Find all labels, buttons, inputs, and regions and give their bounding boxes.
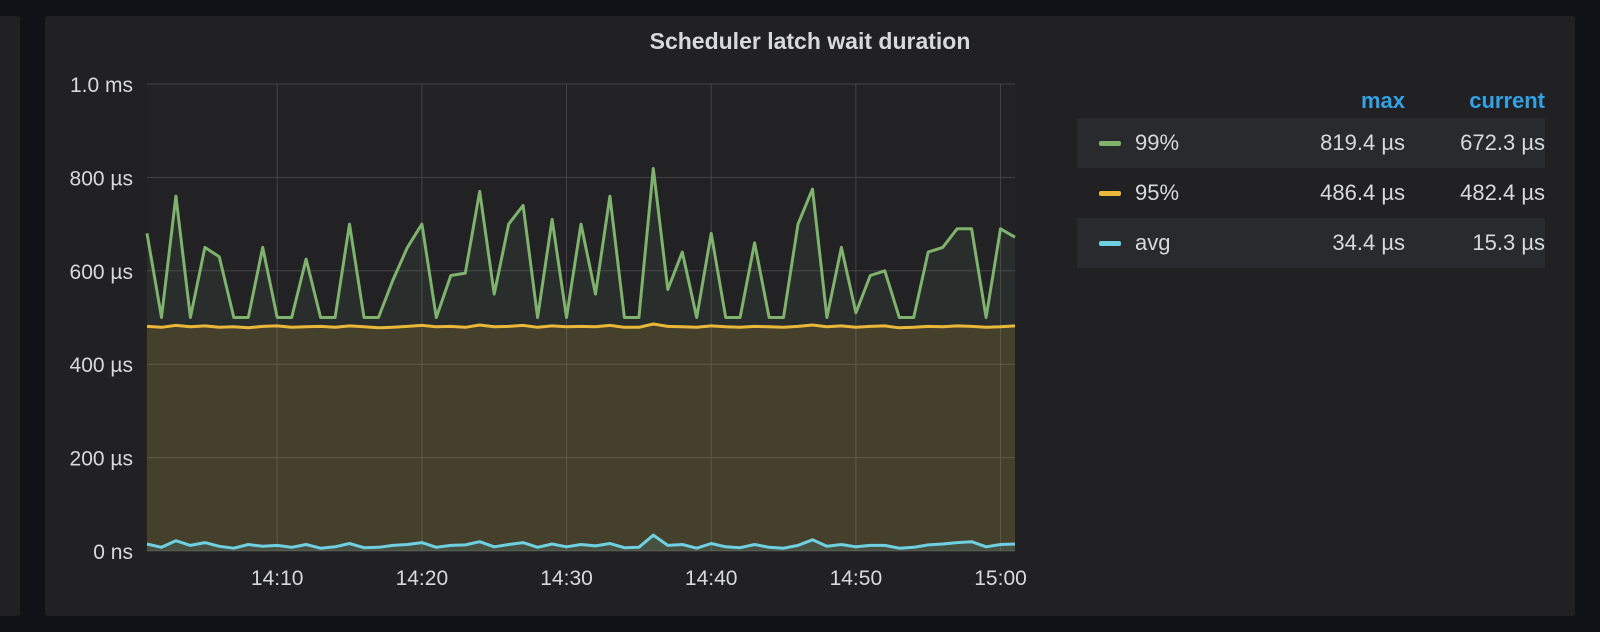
series-area-0 <box>147 168 1015 551</box>
series-line-avg <box>146 533 1016 550</box>
series-area-2 <box>147 535 1015 551</box>
legend-current-value: 15.3 µs <box>1472 230 1545 255</box>
legend-series-name[interactable]: 95% <box>1135 180 1180 205</box>
legend-row-p99[interactable]: 99% 819.4 µs 672.3 µs <box>1077 118 1545 168</box>
chart-svg: 0 ns 200 µs 400 µs 600 µs 800 µs 1.0 ms 14:10 1… <box>70 74 1027 590</box>
legend-swatch-p95[interactable] <box>1099 190 1121 196</box>
adjacent-panel-edge <box>0 16 20 616</box>
x-tick-label: 14:30 <box>540 567 593 590</box>
series-area-1 <box>147 324 1015 551</box>
legend-table: max current 99% 819.4 µs 672.3 µs 95% 48… <box>1077 84 1545 268</box>
legend-max-value: 486.4 µs <box>1320 180 1405 205</box>
series-line-99pct <box>145 167 1016 319</box>
y-tick-label: 200 µs <box>70 448 133 471</box>
legend-max-value: 34.4 µs <box>1332 230 1405 255</box>
x-tick-label: 14:50 <box>830 567 883 590</box>
x-tick-label: 15:00 <box>974 567 1027 590</box>
series-line-95pct <box>146 322 1016 330</box>
legend-header-current[interactable]: current <box>1469 88 1545 113</box>
y-tick-label: 600 µs <box>70 261 133 284</box>
legend-swatch-avg[interactable] <box>1099 240 1121 246</box>
legend-swatch-p99[interactable] <box>1099 140 1121 146</box>
y-tick-label: 1.0 ms <box>70 74 133 97</box>
y-tick-label: 400 µs <box>70 354 133 377</box>
x-tick-label: 14:20 <box>396 567 449 590</box>
legend-max-value: 819.4 µs <box>1320 130 1405 155</box>
legend-row-avg[interactable]: avg 34.4 µs 15.3 µs <box>1077 218 1545 268</box>
x-tick-label: 14:10 <box>251 567 304 590</box>
legend-current-value: 482.4 µs <box>1460 180 1545 205</box>
legend-series-name[interactable]: 99% <box>1135 130 1180 155</box>
legend-row-p95[interactable]: 95% 486.4 µs 482.4 µs <box>1077 168 1545 218</box>
y-tick-label: 800 µs <box>70 167 133 190</box>
legend-series-name[interactable]: avg <box>1135 230 1171 255</box>
x-tick-label: 14:40 <box>685 567 738 590</box>
legend-header: max current <box>1077 84 1545 118</box>
graph-panel: Scheduler latch wait duration 0 ns 200 µs… <box>45 16 1575 616</box>
legend-current-value: 672.3 µs <box>1460 130 1545 155</box>
legend-header-max[interactable]: max <box>1360 88 1405 113</box>
panel-title[interactable]: Scheduler latch wait duration <box>649 28 971 54</box>
y-tick-label: 0 ns <box>93 541 133 564</box>
